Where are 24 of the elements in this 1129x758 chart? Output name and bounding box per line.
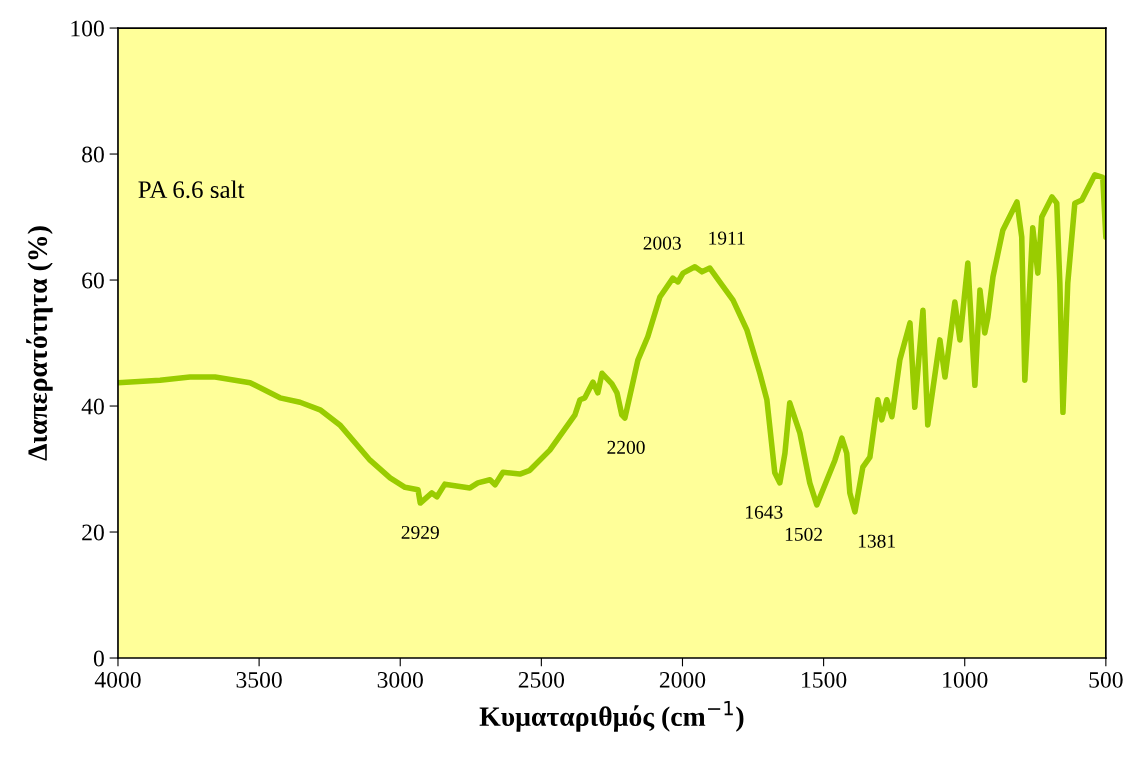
y-tick-label: 100 <box>71 20 104 37</box>
y-tick-label: 40 <box>81 398 104 415</box>
x-tick-label: 4000 <box>94 671 141 688</box>
y-axis-title: Διαπερατότητα (%) <box>26 226 53 461</box>
x-tick-label: 2000 <box>659 671 706 688</box>
annotation: PA 6.6 salt <box>138 180 245 199</box>
annotation: 1381 <box>858 534 895 548</box>
annotation: 2929 <box>401 525 439 539</box>
x-tick-label: 1000 <box>943 671 988 688</box>
x-tick-label: 1500 <box>802 671 847 688</box>
x-tick-label: 500 <box>1089 671 1123 688</box>
x-axis-title: Κυματαριθμός (cm$^{−1}$) <box>479 700 744 732</box>
annotation: 1643 <box>746 505 783 519</box>
x-tick-label: 3000 <box>377 671 423 688</box>
x-tick-label: 3500 <box>236 671 282 688</box>
y-tick-label: 20 <box>82 524 104 541</box>
y-tick-label: 60 <box>82 272 104 289</box>
annotation: 2003 <box>643 236 681 250</box>
y-tick-label: 0 <box>93 650 104 667</box>
y-tick-label: 80 <box>82 146 104 163</box>
annotation: 1502 <box>785 527 822 541</box>
x-tick-label: 2500 <box>518 671 565 688</box>
annotation: 1911 <box>709 231 745 245</box>
annotation: 2200 <box>607 440 645 454</box>
